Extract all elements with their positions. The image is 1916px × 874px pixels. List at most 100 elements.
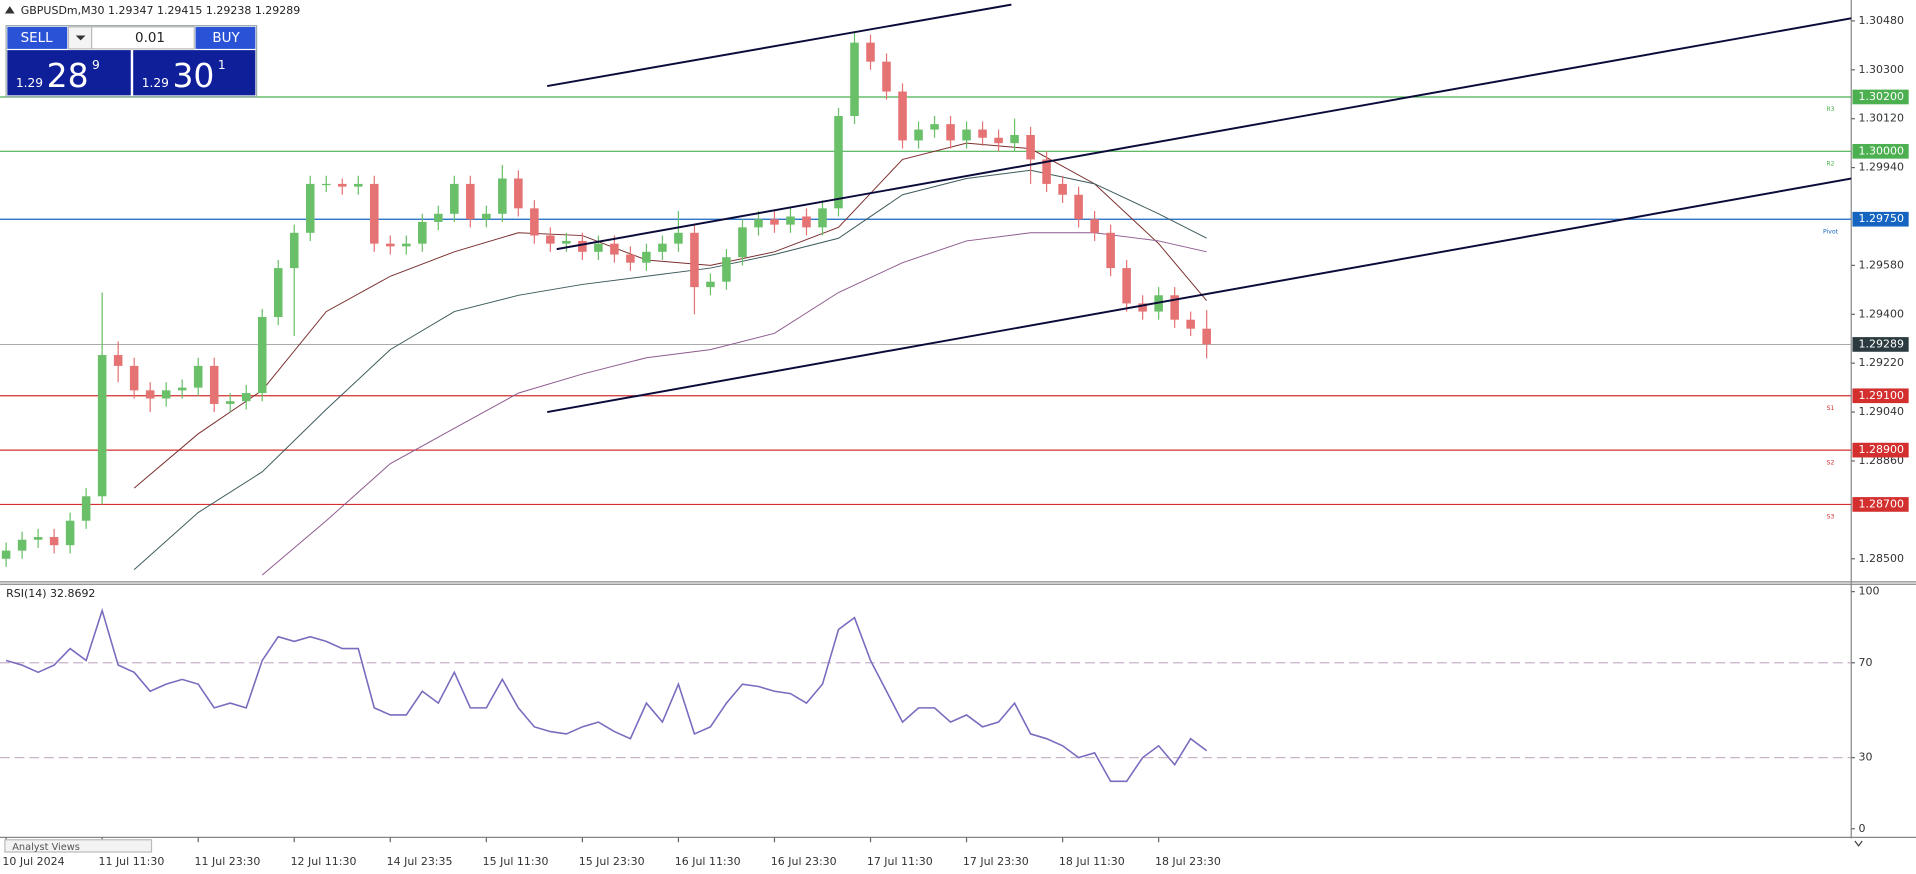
y-tick-label: 1.30300 bbox=[1859, 63, 1904, 76]
candle-body bbox=[273, 268, 283, 318]
candle-body bbox=[402, 243, 411, 247]
candle-body bbox=[145, 390, 155, 399]
level-name: R3 bbox=[1826, 106, 1834, 113]
candle-body bbox=[177, 387, 187, 391]
ask-point: 1 bbox=[218, 57, 226, 71]
level-name: S3 bbox=[1827, 514, 1835, 521]
candle-body bbox=[225, 401, 235, 404]
candle-body bbox=[1026, 135, 1035, 160]
candle-body bbox=[434, 213, 443, 222]
analyst-tab-label[interactable]: Analyst Views bbox=[12, 842, 80, 853]
x-tick-label: 12 Jul 11:30 bbox=[291, 855, 357, 868]
y-tick-label: 1.30120 bbox=[1859, 112, 1904, 125]
candle-body bbox=[193, 365, 203, 388]
level-name: S2 bbox=[1827, 459, 1835, 466]
candle-body bbox=[386, 243, 395, 247]
collapse-icon[interactable] bbox=[4, 6, 15, 14]
x-tick-label: 16 Jul 11:30 bbox=[675, 855, 741, 868]
candle-body bbox=[129, 365, 139, 391]
rsi-tick-label: 100 bbox=[1859, 585, 1880, 598]
scroll-arrow[interactable] bbox=[1854, 840, 1863, 847]
x-tick-label: 16 Jul 23:30 bbox=[771, 855, 837, 868]
candle-body bbox=[1138, 303, 1147, 312]
buy-label[interactable]: BUY bbox=[212, 31, 240, 46]
y-tick-label: 1.29220 bbox=[1859, 356, 1904, 369]
level-label: 1.28700 bbox=[1859, 497, 1904, 510]
candle-body bbox=[722, 257, 731, 282]
candle-body bbox=[898, 91, 907, 141]
bid-pips: 28 bbox=[47, 56, 89, 95]
sell-label[interactable]: SELL bbox=[21, 31, 54, 46]
candle-body bbox=[930, 124, 939, 130]
current-price-label: 1.29289 bbox=[1859, 337, 1904, 350]
chart-header: GBPUSDm,M30 1.29347 1.29415 1.29238 1.29… bbox=[21, 4, 300, 17]
bid-price[interactable]: 1.29 28 9 bbox=[16, 56, 100, 95]
open: 1.29347 bbox=[108, 4, 153, 17]
candle-body bbox=[946, 124, 955, 141]
rsi-panel bbox=[0, 607, 1852, 783]
candle-body bbox=[97, 355, 107, 497]
candle-body bbox=[1, 550, 11, 559]
x-tick-label: 11 Jul 11:30 bbox=[98, 855, 164, 868]
moving-average bbox=[133, 142, 1208, 489]
ask-box[interactable] bbox=[133, 50, 256, 96]
lot-input[interactable] bbox=[91, 26, 195, 50]
level-name: Pivot bbox=[1823, 228, 1839, 235]
level-label-box bbox=[1852, 442, 1909, 458]
trade-panel: SELL 0.01 BUY 1.29 28 9 1.29 30 1 bbox=[5, 25, 258, 98]
y-tick-label: 1.30480 bbox=[1859, 14, 1904, 27]
candle-body bbox=[49, 537, 59, 546]
rsi-title: RSI(14) 32.8692 bbox=[6, 587, 95, 600]
candle-body bbox=[257, 317, 267, 394]
trend-line bbox=[547, 3, 1012, 88]
trend-line bbox=[556, 17, 1852, 251]
level-label: 1.29100 bbox=[1859, 389, 1904, 402]
bid-point: 9 bbox=[92, 57, 100, 71]
rsi-tick-label: 70 bbox=[1859, 656, 1873, 669]
candle-body bbox=[850, 42, 859, 116]
candle-body bbox=[866, 42, 875, 62]
candle-body bbox=[882, 61, 891, 92]
candle-body bbox=[690, 232, 699, 288]
high: 1.29415 bbox=[157, 4, 202, 17]
candle-body bbox=[1090, 219, 1099, 233]
buy-button[interactable] bbox=[195, 26, 256, 49]
level-name: R2 bbox=[1826, 161, 1834, 168]
candle-body bbox=[962, 129, 971, 141]
moving-average bbox=[133, 169, 1207, 570]
level-label: 1.30000 bbox=[1859, 144, 1904, 157]
price-panel bbox=[0, 3, 1852, 576]
candle-body bbox=[914, 129, 923, 141]
candle-body bbox=[626, 254, 635, 263]
level-name: S1 bbox=[1827, 405, 1835, 412]
candle-body bbox=[786, 216, 795, 225]
candle-body bbox=[658, 243, 667, 252]
candle-body bbox=[17, 539, 27, 551]
bid-box[interactable] bbox=[7, 50, 131, 96]
dropdown-arrow bbox=[75, 35, 86, 41]
analyst-tab[interactable] bbox=[4, 839, 153, 853]
lot-value[interactable]: 0.01 bbox=[135, 31, 165, 46]
candle-body bbox=[802, 216, 811, 228]
candle-body bbox=[754, 219, 763, 228]
candle-body bbox=[834, 115, 843, 209]
candle-body bbox=[337, 183, 347, 187]
candle-body bbox=[610, 243, 619, 255]
candle-body bbox=[1186, 319, 1195, 329]
symbol: GBPUSDm,M30 bbox=[21, 4, 105, 17]
trend-line bbox=[547, 177, 1852, 414]
rsi-tick-label: 30 bbox=[1859, 751, 1873, 764]
sell-button[interactable] bbox=[7, 26, 68, 49]
x-tick-label: 11 Jul 23:30 bbox=[195, 855, 261, 868]
x-tick-label: 15 Jul 11:30 bbox=[483, 855, 549, 868]
ask-price[interactable]: 1.29 30 1 bbox=[142, 56, 226, 95]
y-tick-label: 1.29580 bbox=[1859, 258, 1904, 271]
candle-body bbox=[1042, 159, 1051, 184]
candle-body bbox=[65, 520, 75, 546]
candle-body bbox=[1010, 135, 1019, 144]
candle-body bbox=[1202, 328, 1211, 345]
candle-body bbox=[674, 232, 683, 244]
